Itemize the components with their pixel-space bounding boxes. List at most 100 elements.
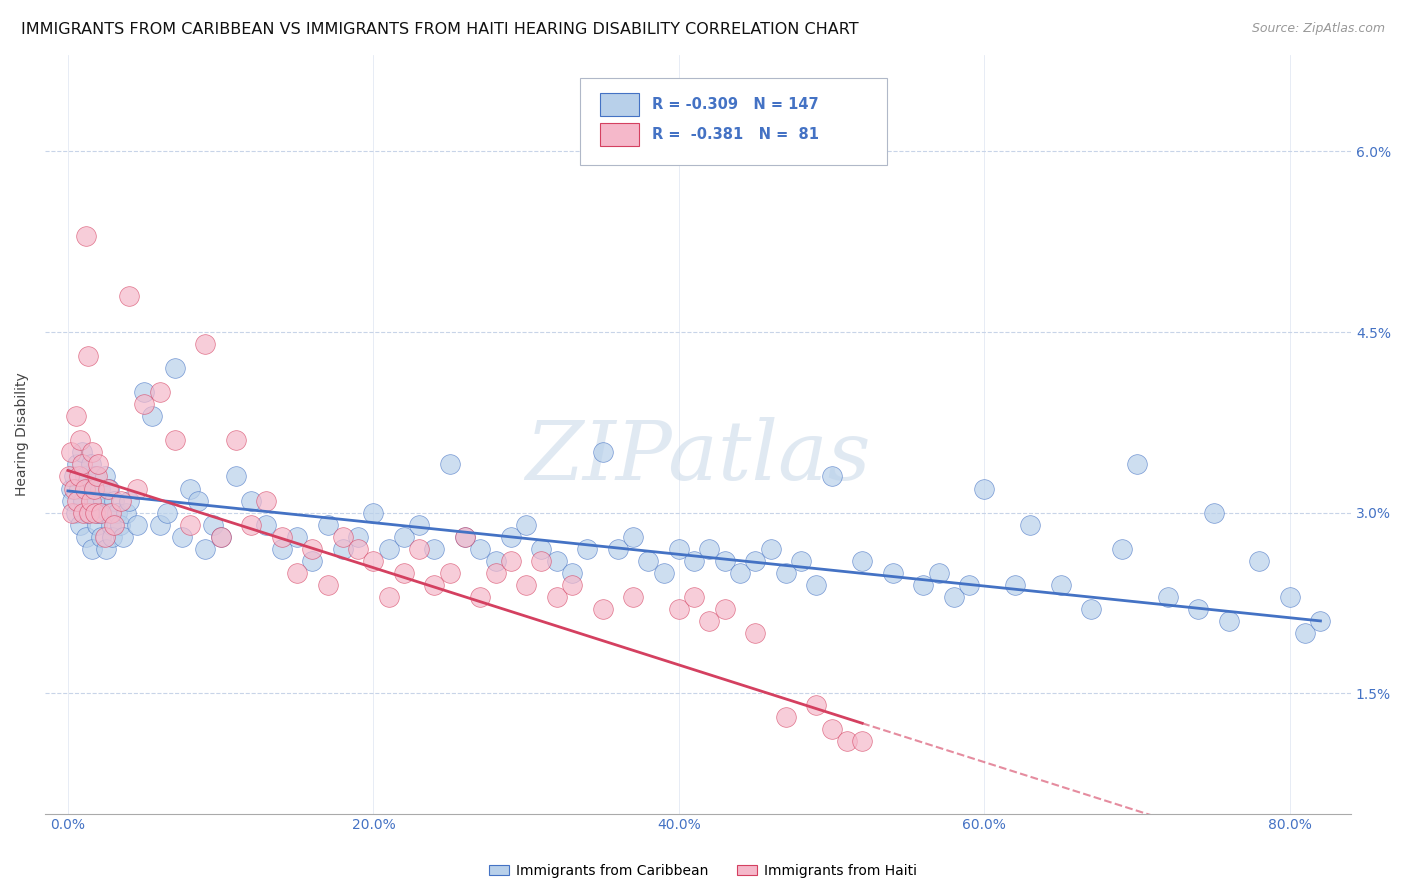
Point <box>156 506 179 520</box>
Point <box>103 493 125 508</box>
Point <box>790 554 813 568</box>
Point <box>454 530 477 544</box>
Point <box>179 482 201 496</box>
Point <box>94 541 117 556</box>
Point <box>97 506 120 520</box>
Point <box>1278 590 1301 604</box>
Point <box>80 493 103 508</box>
Point <box>84 506 107 520</box>
Point <box>561 566 583 580</box>
Point <box>87 506 110 520</box>
Point <box>69 517 91 532</box>
Point <box>546 554 568 568</box>
Point <box>592 445 614 459</box>
Point <box>201 517 224 532</box>
Point <box>187 493 209 508</box>
Point <box>90 530 112 544</box>
Point <box>270 530 292 544</box>
Point <box>316 578 339 592</box>
Point <box>499 554 522 568</box>
Point <box>621 530 644 544</box>
Y-axis label: Hearing Disability: Hearing Disability <box>15 373 30 496</box>
Point <box>973 482 995 496</box>
Point <box>515 578 537 592</box>
Point <box>67 469 90 483</box>
Point <box>63 469 86 483</box>
Point <box>408 541 430 556</box>
Point <box>209 530 232 544</box>
Point <box>73 482 96 496</box>
Point <box>82 445 104 459</box>
Point <box>77 482 100 496</box>
Point <box>1019 517 1042 532</box>
Point <box>392 530 415 544</box>
Point <box>637 554 659 568</box>
Point <box>530 541 553 556</box>
Point <box>75 530 97 544</box>
Point <box>699 541 721 556</box>
FancyBboxPatch shape <box>581 78 887 165</box>
Point <box>256 493 278 508</box>
Point <box>484 566 506 580</box>
Point <box>93 469 115 483</box>
Point <box>59 445 82 459</box>
Point <box>148 385 170 400</box>
Point <box>134 385 156 400</box>
Point <box>347 530 370 544</box>
Point <box>76 506 98 520</box>
Point <box>499 530 522 544</box>
Point <box>806 698 828 713</box>
Point <box>744 626 766 640</box>
Point <box>470 541 492 556</box>
Point <box>80 458 103 472</box>
Point <box>148 517 170 532</box>
Point <box>103 517 125 532</box>
Point <box>821 723 844 737</box>
Point <box>100 517 122 532</box>
Point <box>285 566 308 580</box>
Point <box>141 409 163 424</box>
Point <box>576 541 599 556</box>
Point <box>105 506 128 520</box>
Point <box>454 530 477 544</box>
Point <box>108 517 131 532</box>
Point <box>683 590 706 604</box>
Point <box>97 482 120 496</box>
Point <box>1080 602 1102 616</box>
Point <box>1157 590 1180 604</box>
Text: Source: ZipAtlas.com: Source: ZipAtlas.com <box>1251 22 1385 36</box>
Point <box>928 566 950 580</box>
Point <box>363 554 385 568</box>
Point <box>423 541 446 556</box>
Point <box>240 517 263 532</box>
Point <box>75 228 97 243</box>
Point <box>835 734 858 748</box>
Point <box>683 554 706 568</box>
Point <box>67 482 90 496</box>
Point <box>775 710 797 724</box>
Point <box>1004 578 1026 592</box>
Text: ZIPatlas: ZIPatlas <box>526 417 870 497</box>
Point <box>225 469 247 483</box>
Text: R = -0.309   N = 147: R = -0.309 N = 147 <box>652 97 818 112</box>
Point <box>1126 458 1149 472</box>
Point <box>90 506 112 520</box>
Point <box>172 530 194 544</box>
Point <box>759 541 782 556</box>
Point <box>82 541 104 556</box>
Point <box>744 554 766 568</box>
Point <box>62 506 84 520</box>
Point <box>806 578 828 592</box>
Point <box>363 506 385 520</box>
Point <box>73 469 96 483</box>
Point <box>515 517 537 532</box>
Point <box>194 541 217 556</box>
Point <box>83 493 105 508</box>
Point <box>66 493 89 508</box>
Point <box>110 493 132 508</box>
Point <box>392 566 415 580</box>
Point <box>942 590 965 604</box>
Point <box>62 493 84 508</box>
Point <box>606 541 628 556</box>
Point <box>484 554 506 568</box>
